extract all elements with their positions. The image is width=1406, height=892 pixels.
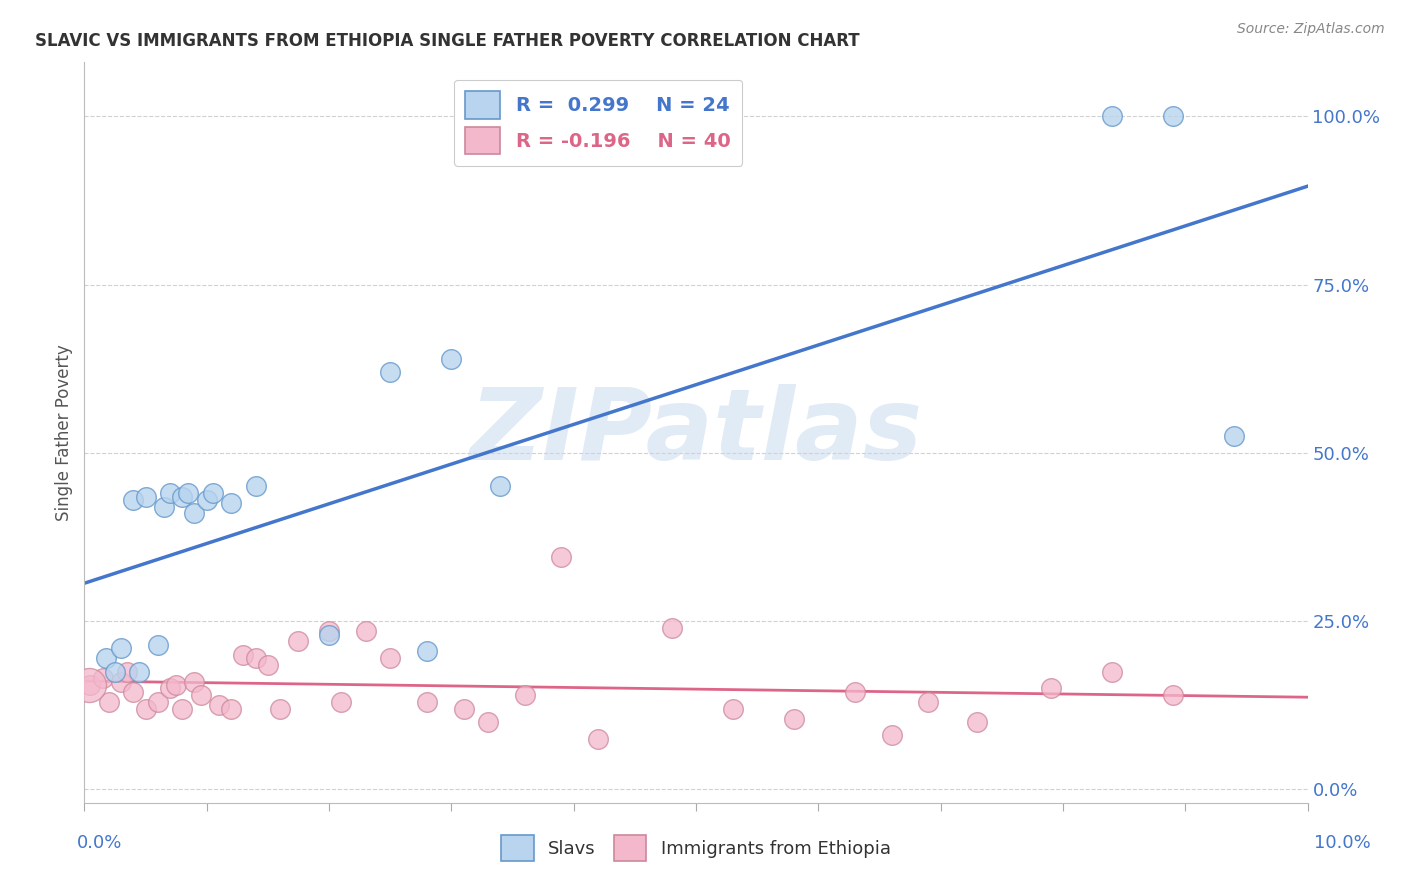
- Point: [146, 638, 169, 652]
- Point: [1161, 109, 1184, 123]
- Point: [1101, 109, 1123, 123]
- Point: [208, 698, 231, 713]
- Point: [917, 695, 939, 709]
- Point: [172, 701, 194, 715]
- Point: [146, 695, 169, 709]
- Point: [844, 685, 866, 699]
- Legend: Slavs, Immigrants from Ethiopia: Slavs, Immigrants from Ethiopia: [494, 828, 898, 868]
- Point: [416, 644, 439, 658]
- Point: [79, 678, 101, 692]
- Point: [416, 695, 439, 709]
- Point: [1223, 429, 1246, 443]
- Point: [783, 712, 806, 726]
- Point: [115, 665, 138, 679]
- Point: [586, 731, 609, 746]
- Point: [165, 678, 187, 692]
- Point: [440, 351, 463, 366]
- Point: [122, 685, 145, 699]
- Point: [183, 674, 205, 689]
- Point: [91, 671, 114, 685]
- Point: [201, 486, 224, 500]
- Text: SLAVIC VS IMMIGRANTS FROM ETHIOPIA SINGLE FATHER POVERTY CORRELATION CHART: SLAVIC VS IMMIGRANTS FROM ETHIOPIA SINGL…: [35, 32, 860, 50]
- Point: [1161, 688, 1184, 702]
- Point: [172, 490, 194, 504]
- Point: [135, 701, 157, 715]
- Point: [190, 688, 212, 702]
- Point: [110, 640, 132, 655]
- Point: [183, 507, 205, 521]
- Text: 0.0%: 0.0%: [77, 834, 122, 852]
- Point: [159, 681, 181, 696]
- Point: [880, 729, 903, 743]
- Point: [219, 701, 242, 715]
- Point: [477, 714, 499, 729]
- Point: [1101, 665, 1123, 679]
- Point: [195, 492, 218, 507]
- Point: [1039, 681, 1062, 696]
- Point: [128, 665, 150, 679]
- Point: [354, 624, 377, 639]
- Point: [110, 674, 132, 689]
- Point: [489, 479, 512, 493]
- Point: [122, 492, 145, 507]
- Point: [97, 695, 120, 709]
- Point: [153, 500, 176, 514]
- Point: [318, 627, 340, 641]
- Point: [453, 701, 475, 715]
- Point: [287, 634, 309, 648]
- Point: [257, 657, 280, 672]
- Point: [721, 701, 744, 715]
- Point: [380, 365, 402, 379]
- Point: [513, 688, 536, 702]
- Point: [232, 648, 254, 662]
- Point: [318, 624, 340, 639]
- Text: Source: ZipAtlas.com: Source: ZipAtlas.com: [1237, 22, 1385, 37]
- Text: ZIPatlas: ZIPatlas: [470, 384, 922, 481]
- Point: [104, 665, 127, 679]
- Point: [550, 550, 572, 565]
- Point: [219, 496, 242, 510]
- Text: 10.0%: 10.0%: [1315, 834, 1371, 852]
- Point: [135, 490, 157, 504]
- Point: [96, 651, 118, 665]
- Point: [245, 651, 267, 665]
- Point: [661, 621, 683, 635]
- Point: [159, 486, 181, 500]
- Point: [966, 714, 988, 729]
- Point: [245, 479, 267, 493]
- Point: [269, 701, 291, 715]
- Point: [380, 651, 402, 665]
- Y-axis label: Single Father Poverty: Single Father Poverty: [55, 344, 73, 521]
- Point: [77, 678, 100, 692]
- Point: [177, 486, 200, 500]
- Point: [330, 695, 353, 709]
